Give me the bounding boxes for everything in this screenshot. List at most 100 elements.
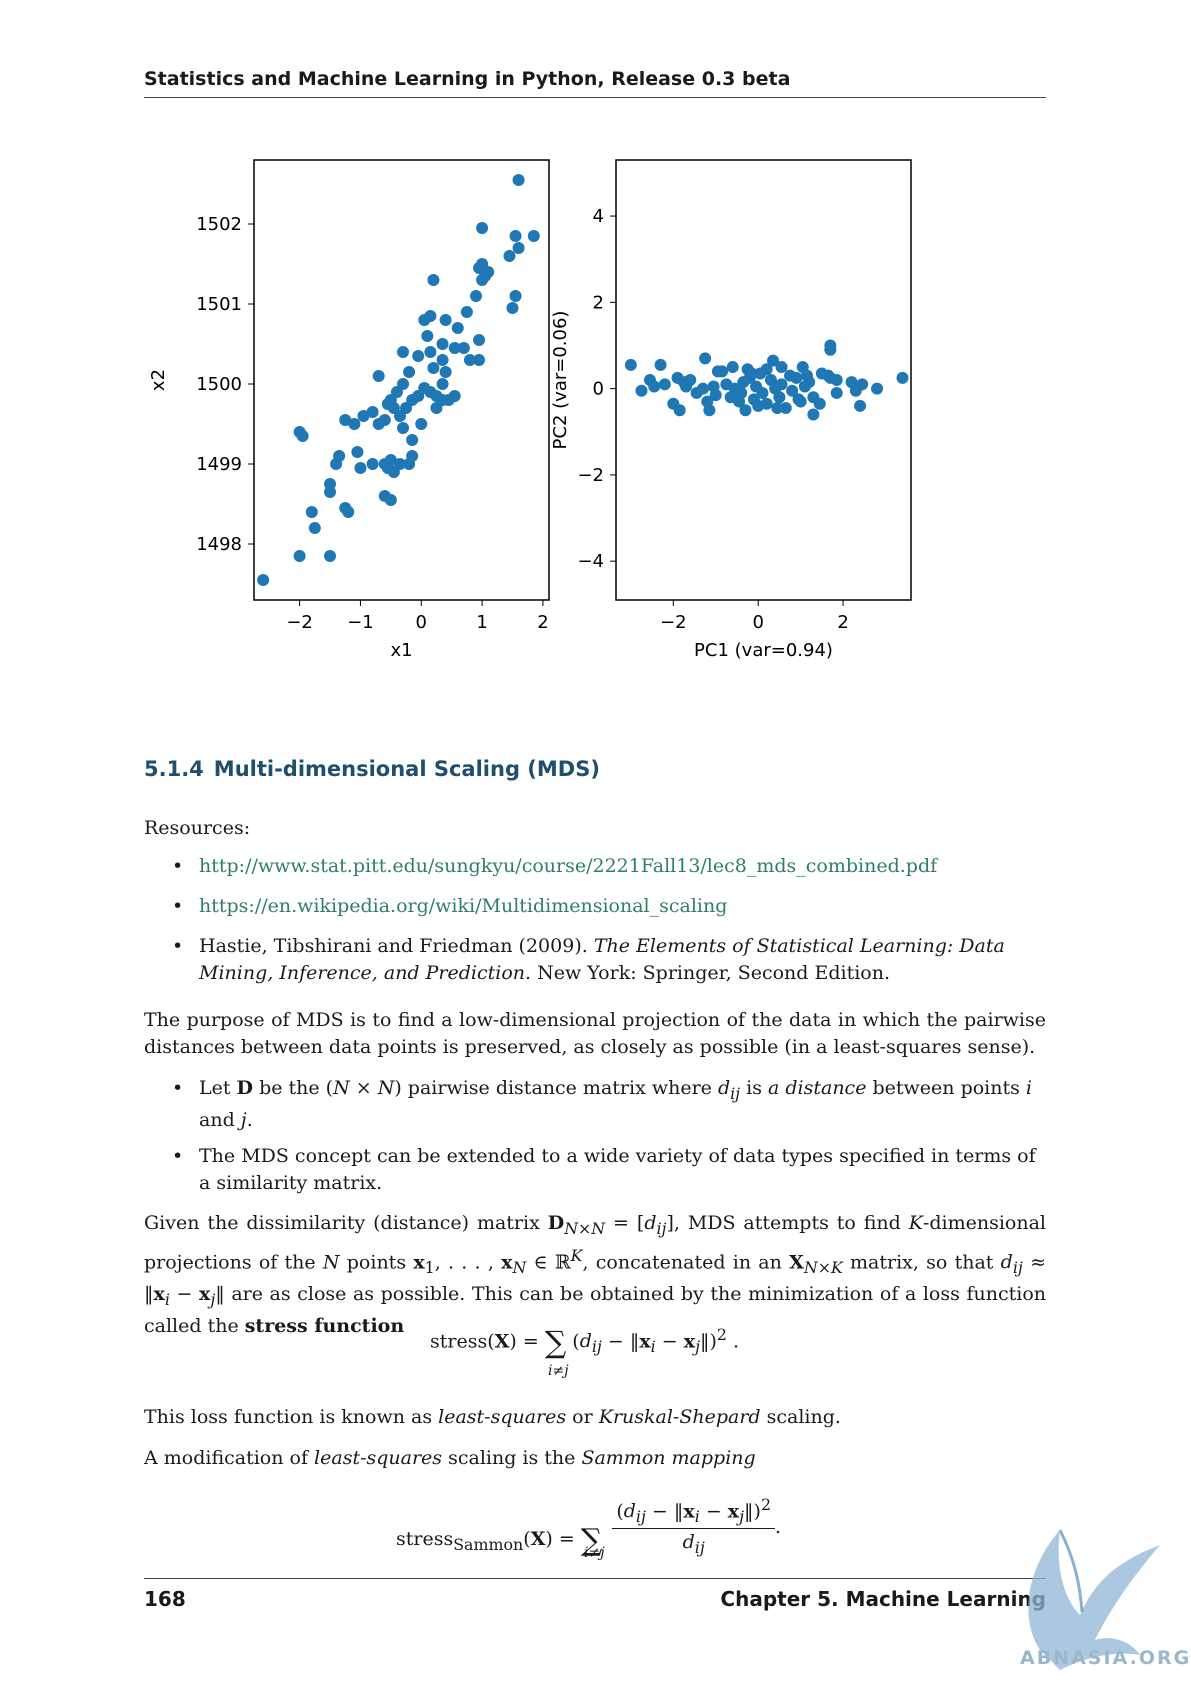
data-point bbox=[424, 346, 437, 358]
data-point bbox=[658, 378, 671, 391]
data-point bbox=[378, 414, 391, 426]
data-point bbox=[333, 450, 346, 462]
data-point bbox=[436, 338, 449, 350]
data-point bbox=[856, 378, 869, 391]
resource-item-1: • http://www.stat.pitt.edu/sungkyu/cours… bbox=[172, 853, 1046, 880]
chapter-footer: Chapter 5. Machine Learning bbox=[720, 1587, 1046, 1611]
data-point bbox=[830, 374, 843, 386]
x-tick-label: 2 bbox=[837, 612, 848, 633]
mod-least-squares: least-squares bbox=[314, 1447, 443, 1469]
data-point bbox=[476, 222, 489, 234]
y-tick-label: 1501 bbox=[196, 294, 242, 315]
data-point bbox=[366, 406, 379, 418]
data-point bbox=[775, 378, 788, 391]
data-point bbox=[366, 458, 379, 470]
bullet-icon: • bbox=[172, 1077, 184, 1099]
x-tick-label: −2 bbox=[660, 612, 687, 633]
data-point bbox=[460, 306, 473, 318]
data-point bbox=[726, 361, 739, 374]
resources-label: Resources: bbox=[144, 817, 251, 839]
loss-known-paragraph: This loss function is known as least-squ… bbox=[144, 1404, 1046, 1431]
kruskal-shepard-term: Kruskal-Shepard bbox=[598, 1406, 761, 1428]
data-point bbox=[257, 574, 270, 586]
y-tick-label: 2 bbox=[593, 292, 604, 313]
data-point bbox=[716, 365, 729, 378]
data-point bbox=[509, 290, 522, 302]
data-point bbox=[503, 250, 516, 262]
data-point bbox=[439, 314, 452, 326]
y-tick-label: 1500 bbox=[196, 374, 242, 395]
y-tick-label: 1499 bbox=[196, 454, 242, 475]
y-tick-label: 1498 bbox=[196, 534, 242, 555]
data-point bbox=[463, 354, 476, 366]
data-point bbox=[357, 410, 370, 422]
data-point bbox=[436, 354, 449, 366]
data-point bbox=[506, 302, 519, 314]
data-point bbox=[813, 397, 826, 410]
data-point bbox=[324, 550, 337, 562]
x-tick-label: 1 bbox=[476, 612, 487, 633]
resource-item-2: • https://en.wikipedia.org/wiki/Multidim… bbox=[172, 893, 1046, 920]
x-axis-label: PC1 (var=0.94) bbox=[694, 640, 833, 661]
header-rule bbox=[144, 97, 1046, 98]
sammon-equation: stressSammon(X) = ∑ (dij − ‖xi − xj‖)2 d… bbox=[396, 1495, 782, 1561]
data-point bbox=[792, 393, 805, 406]
data-point bbox=[412, 350, 425, 362]
section-title: Multi-dimensional Scaling (MDS) bbox=[213, 757, 600, 781]
data-point bbox=[384, 394, 397, 406]
data-point bbox=[790, 371, 803, 384]
bullet-icon: • bbox=[172, 1145, 184, 1167]
data-point bbox=[457, 342, 470, 354]
bullet-mds-concept: • The MDS concept can be extended to a w… bbox=[172, 1143, 1046, 1197]
footer-rule bbox=[144, 1578, 1046, 1579]
bullet-icon: • bbox=[172, 855, 184, 877]
data-point bbox=[745, 367, 758, 380]
data-point bbox=[421, 330, 434, 342]
scatter-plot-pca: −2 0 2 −4 −2 0 2 4 PC1 (var=0.94) PC2 (var=0.06) bbox=[550, 159, 912, 661]
least-squares-term: least-squares bbox=[438, 1406, 567, 1428]
data-point bbox=[439, 366, 452, 378]
page-number: 168 bbox=[144, 1587, 186, 1611]
loss-known-prefix: This loss function is known as bbox=[144, 1406, 439, 1428]
dissimilarity-paragraph: Given the dissimilarity (distance) matri… bbox=[144, 1212, 1046, 1337]
mod-prefix: A modification of bbox=[144, 1447, 315, 1469]
link-wikipedia[interactable]: https://en.wikipedia.org/wiki/Multidimen… bbox=[199, 895, 728, 917]
data-point bbox=[397, 422, 410, 434]
y-tick-label: −2 bbox=[577, 465, 604, 486]
sammon-mapping-term: Sammon mapping bbox=[581, 1447, 756, 1469]
data-point bbox=[424, 310, 437, 322]
data-point bbox=[760, 363, 773, 376]
plot-frame bbox=[253, 159, 550, 601]
bullet-mds-concept-text: The MDS concept can be extended to a wid… bbox=[199, 1145, 1036, 1194]
data-point bbox=[470, 290, 483, 302]
ref-authors: Hastie, Tibshirani and Friedman (2009). bbox=[199, 935, 588, 957]
data-point bbox=[296, 430, 309, 442]
purpose-paragraph: The purpose of MDS is to find a low-dime… bbox=[144, 1009, 1046, 1058]
data-point bbox=[473, 334, 486, 346]
data-point bbox=[406, 450, 419, 462]
ref-publisher: New York: Springer, Second Edition. bbox=[537, 962, 891, 984]
data-point bbox=[448, 342, 461, 354]
watermark-text: ABNASIA.ORG bbox=[1020, 1647, 1191, 1669]
data-point bbox=[709, 389, 722, 402]
data-point bbox=[354, 462, 367, 474]
data-point bbox=[767, 354, 780, 367]
running-header: Statistics and Machine Learning in Pytho… bbox=[144, 68, 791, 90]
link-stat-pitt[interactable]: http://www.stat.pitt.edu/sungkyu/course/… bbox=[199, 855, 938, 877]
data-point bbox=[451, 322, 464, 334]
data-point bbox=[654, 358, 667, 371]
data-point bbox=[305, 506, 318, 518]
data-point bbox=[673, 404, 686, 417]
data-point bbox=[293, 550, 306, 562]
x-tick-label: 0 bbox=[416, 612, 427, 633]
data-point bbox=[635, 384, 648, 397]
bullet-icon: • bbox=[172, 895, 184, 917]
data-point bbox=[527, 230, 540, 242]
data-point bbox=[684, 374, 697, 386]
data-point bbox=[384, 454, 397, 466]
data-point bbox=[427, 274, 440, 286]
data-point bbox=[308, 522, 321, 534]
data-point bbox=[512, 174, 525, 186]
scatter-plot-x1-x2: −2 −1 0 1 2 1498 1499 1500 1501 1502 x1 x2 bbox=[148, 159, 550, 661]
data-point bbox=[779, 402, 792, 415]
